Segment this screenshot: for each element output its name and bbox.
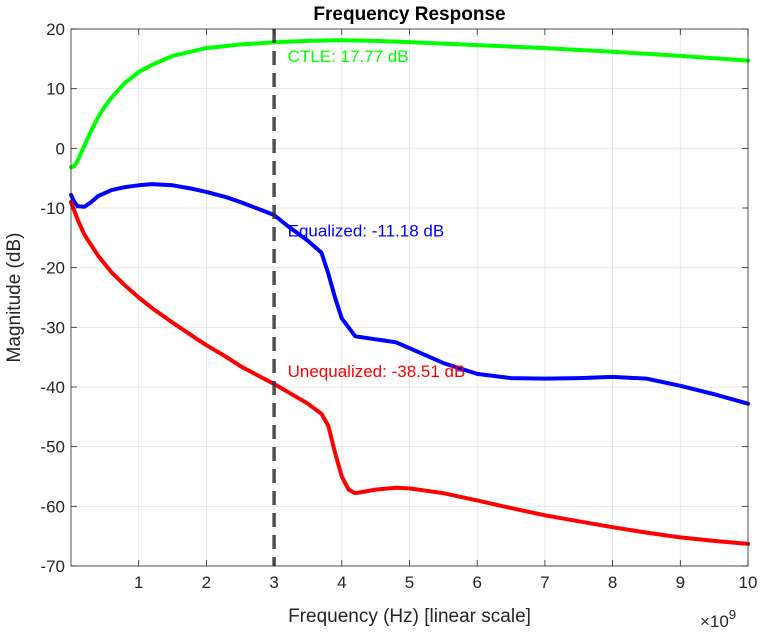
x-tick-label: 5 <box>405 573 414 592</box>
annotation-layer: CTLE: 17.77 dB Equalized: -11.18 dB Unequa… <box>288 47 466 381</box>
x-axis-label: Frequency (Hz) [linear scale] <box>288 606 531 627</box>
equalized-annotation: Equalized: -11.18 dB <box>288 222 445 241</box>
x-exponent-base: ×10 <box>700 612 729 631</box>
x-tick-label: 8 <box>608 573 617 592</box>
x-tick-label: 3 <box>269 573 278 592</box>
x-tick-label: 4 <box>337 573 346 592</box>
x-tick-label: 6 <box>472 573 481 592</box>
y-tick-label: -20 <box>40 259 65 278</box>
x-tick-label: 9 <box>676 573 685 592</box>
chart-title: Frequency Response <box>313 4 505 25</box>
x-tick-label: 10 <box>739 573 758 592</box>
series-layer <box>69 38 750 546</box>
equalized-line <box>69 182 750 406</box>
x-tick-label: 2 <box>202 573 211 592</box>
y-tick-label: -70 <box>40 557 65 576</box>
y-tick-label: -30 <box>40 318 65 337</box>
y-tick-label: -40 <box>40 378 65 397</box>
y-tick-label: -10 <box>40 199 65 218</box>
ctle-line <box>69 38 750 170</box>
x-exponent-label: ×109 <box>700 607 736 631</box>
y-tick-label: 10 <box>46 80 65 99</box>
unequalized-annotation: Unequalized: -38.51 dB <box>288 362 466 381</box>
y-tick-label: -60 <box>40 497 65 516</box>
x-tick-label: 7 <box>540 573 549 592</box>
unequalized-line <box>69 200 750 546</box>
y-tick-label: 0 <box>56 139 65 158</box>
x-exponent-power: 9 <box>729 607 736 622</box>
ctle-annotation: CTLE: 17.77 dB <box>288 47 409 66</box>
y-tick-label: -50 <box>40 438 65 457</box>
x-tick-label: 1 <box>134 573 143 592</box>
ticks: 1 2 3 4 5 6 7 8 9 10 -70 -60 -50 -40 -30 -20 -10 0 10 20 <box>40 20 757 592</box>
y-tick-label: 20 <box>46 20 65 39</box>
y-axis-label: Magnitude (dB) <box>4 233 25 363</box>
